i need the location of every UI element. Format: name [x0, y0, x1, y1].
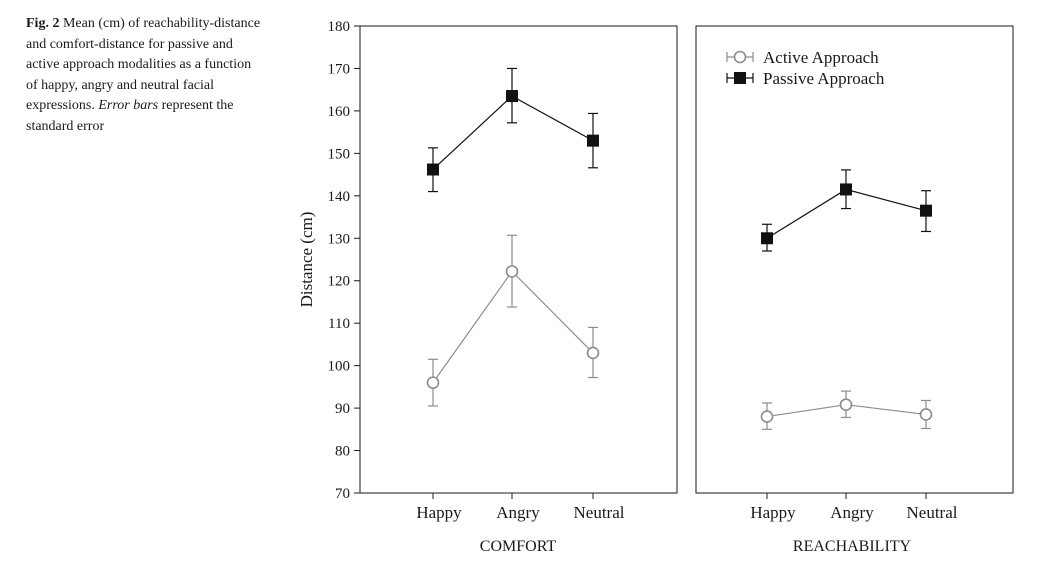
panel-label: COMFORT [480, 538, 557, 555]
plot-frame-0 [359, 25, 678, 494]
y-tick-label: 150 [328, 146, 351, 162]
y-tick-label: 170 [328, 61, 351, 77]
y-tick-label: 110 [328, 316, 350, 332]
y-tick-label: 180 [328, 19, 351, 35]
x-tick-label: Neutral [907, 503, 958, 522]
legend-label: Active Approach [763, 48, 879, 67]
caption-text: Mean (cm) of reachability-distance and c… [26, 16, 261, 113]
data-point [840, 183, 852, 196]
figure-caption: Fig. 2 Mean (cm) of reachability-distanc… [26, 14, 266, 137]
y-tick-label: 140 [328, 189, 351, 205]
x-tick-label: Happy [750, 503, 796, 522]
data-point [505, 265, 519, 278]
y-axis-label: Distance (cm) [297, 212, 316, 308]
y-tick-label: 80 [335, 444, 350, 460]
caption-text-end: represent the standard error [26, 98, 234, 134]
data-point [506, 90, 518, 103]
data-point [760, 410, 774, 423]
x-tick-label: Angry [830, 503, 874, 522]
y-tick-label: 120 [328, 274, 351, 290]
panel-label: REACHABILITY [793, 538, 912, 555]
data-point [761, 232, 773, 245]
legend-marker [734, 72, 746, 84]
data-point [839, 398, 853, 411]
y-tick-label: 130 [328, 231, 351, 247]
caption-label: Fig. 2 [26, 16, 60, 31]
y-tick-label: 160 [328, 104, 351, 120]
legend-label: Passive Approach [763, 69, 885, 88]
y-tick-label: 70 [335, 486, 350, 502]
data-point [587, 134, 599, 147]
data-point [919, 408, 933, 421]
data-point [426, 376, 440, 389]
x-tick-label: Happy [416, 503, 462, 522]
series-line [432, 95, 594, 170]
y-tick-label: 100 [328, 359, 351, 375]
x-tick-label: Neutral [574, 503, 625, 522]
series-line [432, 270, 594, 383]
x-tick-label: Angry [496, 503, 540, 522]
caption-italic: Error bars [98, 98, 159, 113]
data-point [920, 204, 932, 217]
y-tick-label: 90 [335, 401, 350, 417]
data-point [586, 346, 600, 360]
data-point [427, 163, 439, 176]
plot-frame-1 [695, 25, 1014, 494]
legend-marker [733, 50, 747, 64]
